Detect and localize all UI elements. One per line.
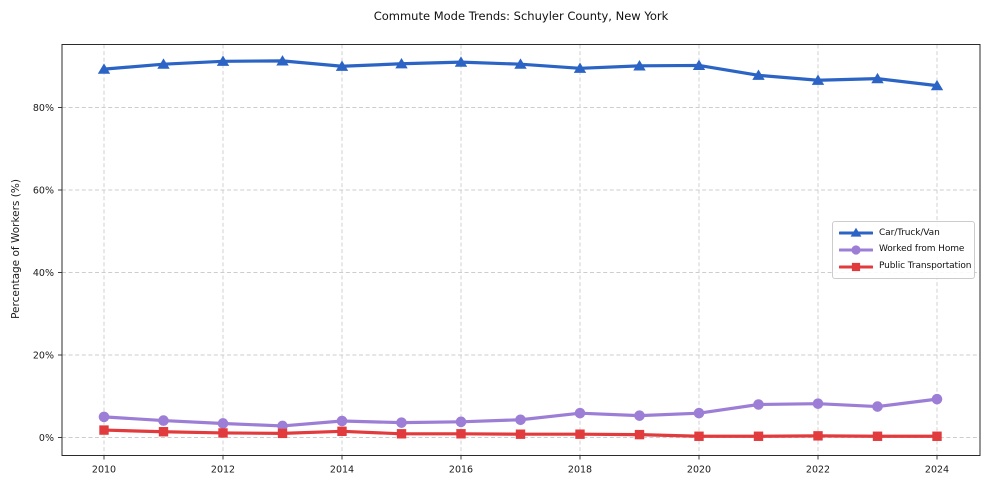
svg-text:2016: 2016 — [449, 465, 473, 476]
svg-text:20%: 20% — [33, 351, 54, 362]
series-markers-public-transportation — [99, 425, 942, 441]
svg-text:2020: 2020 — [687, 465, 711, 476]
svg-text:40%: 40% — [33, 268, 54, 279]
chart-title: Commute Mode Trends: Schuyler County, Ne… — [373, 9, 669, 23]
legend-label: Car/Truck/Van — [879, 227, 940, 238]
svg-text:60%: 60% — [33, 186, 54, 197]
legend-marker-square-icon — [839, 262, 873, 271]
legend-item-car-truck-van: Car/Truck/Van — [839, 226, 968, 240]
legend-marker-circle-icon — [839, 245, 873, 255]
svg-text:2022: 2022 — [806, 465, 830, 476]
legend: Car/Truck/Van Worked from Home Public Tr… — [832, 221, 975, 279]
svg-text:2018: 2018 — [568, 465, 592, 476]
svg-text:80%: 80% — [33, 103, 54, 114]
axes-spines — [61, 44, 981, 456]
svg-text:2014: 2014 — [330, 465, 354, 476]
svg-text:0%: 0% — [39, 433, 54, 444]
svg-text:2012: 2012 — [211, 465, 235, 476]
series-markers-car-truck-van — [97, 55, 944, 91]
legend-item-public-transportation: Public Transportation — [839, 260, 972, 274]
legend-label: Worked from Home — [879, 244, 965, 255]
series-markers-worked-from-home — [98, 393, 943, 432]
svg-text:2010: 2010 — [92, 465, 116, 476]
legend-label: Public Transportation — [879, 261, 972, 272]
svg-text:2024: 2024 — [925, 465, 949, 476]
legend-marker-triangle-icon — [839, 228, 873, 237]
legend-item-worked-from-home: Worked from Home — [839, 243, 968, 257]
y-axis-ticks: 0% 20% 40% 60% 80% — [33, 103, 62, 444]
x-axis-ticks: 2010 2012 2014 2016 2018 2020 2022 2024 — [92, 455, 949, 476]
